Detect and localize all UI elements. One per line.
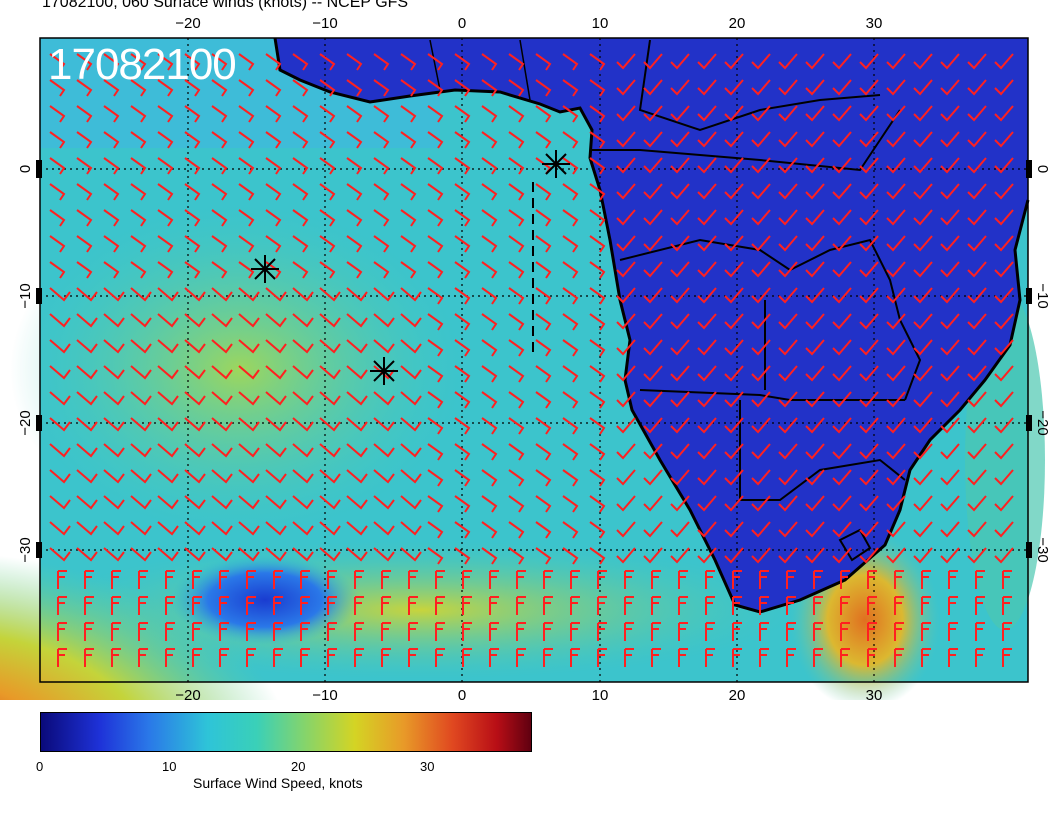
frame-ticks <box>36 160 1032 558</box>
lat-tick-label: −10 <box>1034 283 1051 308</box>
lon-tick-label: −20 <box>175 687 200 700</box>
lat-labels-left: 0 −10 −20 −30 <box>17 165 34 563</box>
wind-map: −20 −10 0 10 20 30 −20 −10 0 10 20 30 0 … <box>0 15 1051 700</box>
wind-barbs <box>49 53 1014 667</box>
map-title: 17082100, 060 Surface winds (knots) -- N… <box>42 0 409 11</box>
lat-labels-right: 0 −10 −20 −30 <box>1034 165 1051 563</box>
lat-tick-label: 0 <box>1034 165 1051 173</box>
lon-tick-label: −10 <box>312 15 337 32</box>
lat-tick-label: −10 <box>17 283 34 308</box>
colorbar-tick-label: 20 <box>291 759 306 774</box>
lat-tick-label: −20 <box>17 410 34 435</box>
lon-labels-bottom: −20 −10 0 10 20 30 <box>175 687 882 700</box>
colorbar-tick-label: 30 <box>420 759 435 774</box>
map-frame <box>39 37 1029 683</box>
lat-tick-label: −30 <box>17 537 34 562</box>
marker-asterisk-1 <box>542 150 570 178</box>
lon-tick-label: 0 <box>458 15 466 32</box>
marker-asterisk-3 <box>370 357 398 385</box>
lon-tick-label: −10 <box>312 687 337 700</box>
colorbar-tick-label: 0 <box>36 759 44 774</box>
lat-tick-label: −30 <box>1034 537 1051 562</box>
date-stamp: 17082100 <box>48 40 237 89</box>
lon-labels-top: −20 −10 0 10 20 30 <box>175 15 882 32</box>
marker-asterisk-2 <box>251 255 279 283</box>
colorbar <box>40 712 532 752</box>
colorbar-label: Surface Wind Speed, knots <box>193 775 363 791</box>
lon-tick-label: 30 <box>866 15 883 32</box>
lon-tick-label: 20 <box>729 687 746 700</box>
lon-tick-label: 10 <box>592 687 609 700</box>
lat-tick-label: −20 <box>1034 410 1051 435</box>
lon-tick-label: 0 <box>458 687 466 700</box>
lon-tick-label: 10 <box>592 15 609 32</box>
lat-tick-label: 0 <box>17 165 34 173</box>
colorbar-tick-label: 10 <box>162 759 177 774</box>
wind-barb-glyphs <box>49 53 1014 667</box>
lon-tick-label: 20 <box>729 15 746 32</box>
lon-tick-label: −20 <box>175 15 200 32</box>
lon-tick-label: 30 <box>866 687 883 700</box>
